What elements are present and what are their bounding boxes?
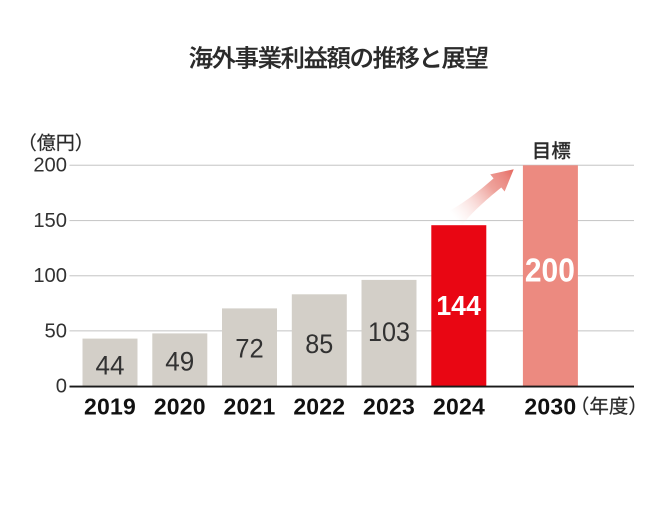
svg-text:85: 85 <box>305 329 333 359</box>
svg-text:0: 0 <box>56 375 67 397</box>
svg-text:103: 103 <box>368 317 410 347</box>
svg-text:44: 44 <box>96 350 125 380</box>
svg-text:72: 72 <box>235 334 264 364</box>
svg-text:100: 100 <box>33 265 67 287</box>
svg-text:2021: 2021 <box>224 394 276 420</box>
svg-text:50: 50 <box>45 320 67 342</box>
svg-text:144: 144 <box>436 290 481 321</box>
svg-text:2019: 2019 <box>84 394 136 420</box>
svg-text:2022: 2022 <box>293 394 345 420</box>
svg-text:200: 200 <box>525 252 575 289</box>
svg-text:49: 49 <box>165 347 194 377</box>
svg-text:200: 200 <box>33 155 67 177</box>
svg-text:2030: 2030 <box>524 394 576 420</box>
svg-text:150: 150 <box>33 210 67 232</box>
svg-text:2024: 2024 <box>433 394 485 420</box>
svg-text:2020: 2020 <box>154 394 206 420</box>
svg-text:2023: 2023 <box>363 394 415 420</box>
